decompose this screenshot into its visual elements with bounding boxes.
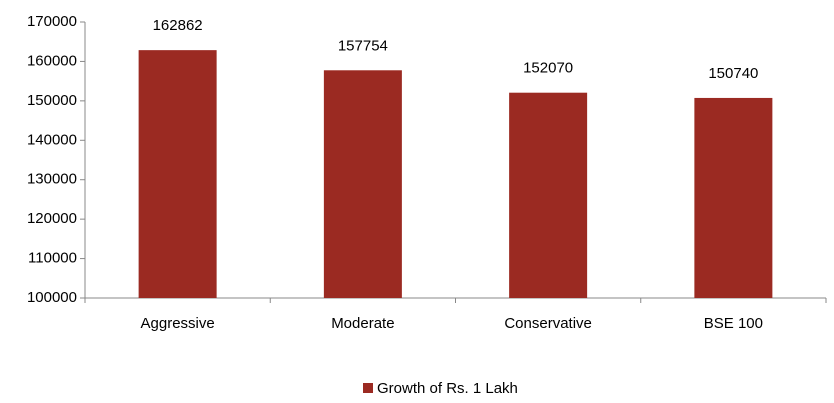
bar [694, 97, 773, 299]
bar [323, 70, 402, 298]
bar [138, 50, 217, 298]
y-tick-label: 150000 [27, 92, 77, 109]
y-tick-label: 130000 [27, 171, 77, 188]
legend-label: Growth of Rs. 1 Lakh [377, 380, 518, 397]
x-tick-label: Aggressive [141, 315, 215, 332]
y-tick-label: 160000 [27, 52, 77, 69]
data-label: 157754 [338, 37, 388, 54]
y-tick-label: 140000 [27, 131, 77, 148]
y-tick-label: 110000 [28, 250, 77, 267]
x-tick-label: Conservative [504, 315, 592, 332]
bar [509, 92, 588, 298]
data-label: 152070 [523, 60, 573, 77]
data-label: 162862 [153, 17, 203, 34]
x-tick-label: BSE 100 [704, 315, 763, 332]
y-tick-label: 100000 [27, 289, 77, 306]
legend-swatch [363, 383, 373, 393]
y-tick-label: 120000 [27, 210, 77, 227]
x-tick-label: Moderate [331, 315, 394, 332]
y-tick-label: 170000 [27, 13, 77, 30]
data-label: 150740 [708, 65, 758, 82]
